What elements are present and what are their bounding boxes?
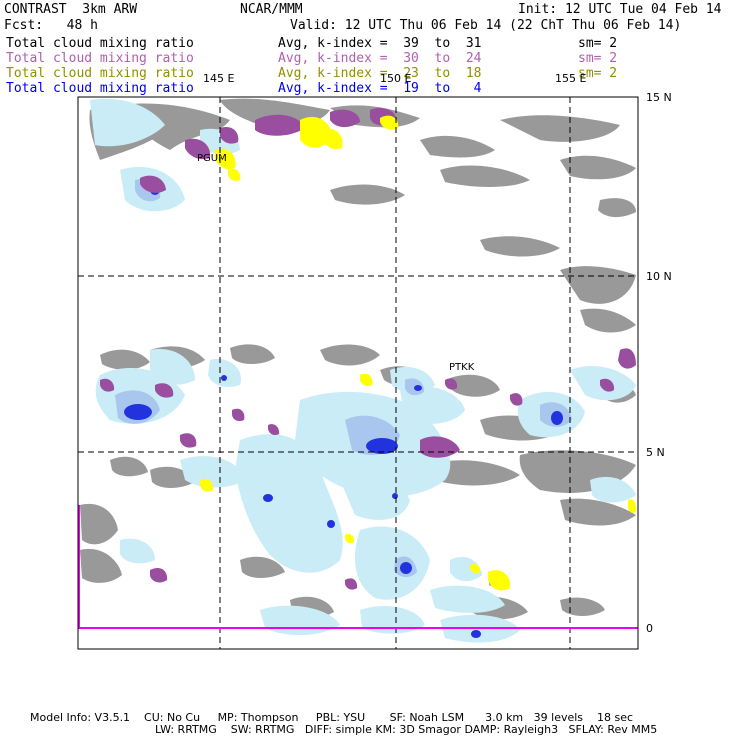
- layer-4-light-clouds: [90, 98, 636, 643]
- lat-label-10n: 10 N: [646, 270, 672, 283]
- layer-2-clouds: [100, 107, 636, 590]
- field-2-index: Avg, k-index = 30 to 24: [278, 51, 482, 66]
- lon-label-155: 155 E: [555, 72, 586, 85]
- forecast-hour: Fcst: 48 h: [4, 18, 98, 33]
- station-ptkk: PTKK: [449, 362, 475, 373]
- field-1-smooth: sm= 2: [578, 36, 618, 51]
- layer-3-clouds: [200, 115, 637, 591]
- field-4-name: Total cloud mixing ratio: [6, 81, 194, 96]
- station-pgum: PGUM: [197, 153, 227, 164]
- map-grid: [78, 97, 638, 649]
- organization: NCAR/MMM: [240, 2, 303, 17]
- field-2-name: Total cloud mixing ratio: [6, 51, 194, 66]
- field-1-index: Avg, k-index = 39 to 31: [278, 36, 482, 51]
- lon-label-145: 145 E: [203, 72, 234, 85]
- model-info-line-1: Model Info: V3.5.1 CU: No Cu MP: Thompso…: [30, 711, 634, 724]
- valid-time: Valid: 12 UTC Thu 06 Feb 14 (22 ChT Thu …: [290, 18, 682, 33]
- field-1-name: Total cloud mixing ratio: [6, 36, 194, 51]
- lon-label-150: 150 E: [380, 72, 411, 85]
- init-time: Init: 12 UTC Tue 04 Feb 14: [518, 2, 722, 17]
- field-2-smooth: sm= 2: [578, 51, 618, 66]
- field-3-name: Total cloud mixing ratio: [6, 66, 194, 81]
- lat-label-15n: 15 N: [646, 91, 672, 104]
- lat-label-5n: 5 N: [646, 446, 665, 459]
- model-name: CONTRAST 3km ARW: [4, 2, 138, 17]
- lat-label-0: 0: [646, 622, 653, 635]
- map-frame: [77, 96, 639, 650]
- field-4-index: Avg, k-index = 19 to 4: [278, 81, 482, 96]
- model-info-line-2: LW: RRTMG SW: RRTMG DIFF: simple KM: 3D …: [155, 723, 658, 736]
- field-3-index: Avg, k-index = 23 to 18: [278, 66, 482, 81]
- field-3-smooth: sm= 2: [578, 66, 618, 81]
